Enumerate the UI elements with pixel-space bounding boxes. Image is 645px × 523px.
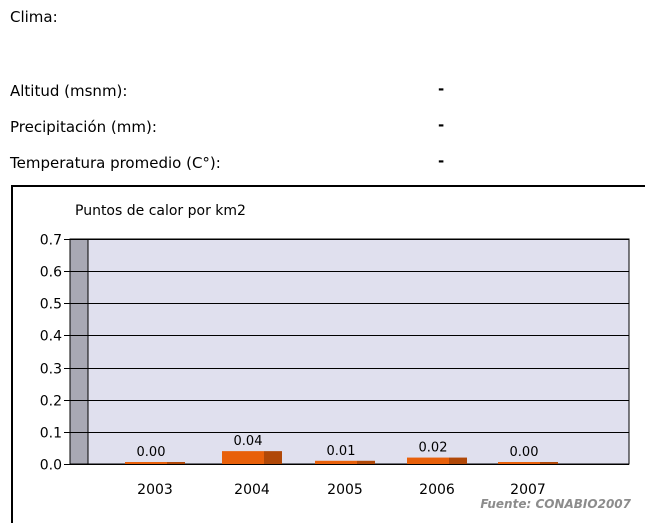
chart-title: Puntos de calor por km2 [75,203,246,219]
plot-side-wall [69,238,89,465]
bar [315,460,357,464]
bar [407,457,449,464]
bar-side [357,460,375,464]
bar [222,451,264,464]
data-label: 0.04 [234,434,263,449]
bar-side [540,462,558,464]
y-tick-label: 0.1 [40,426,62,442]
data-label: 0.01 [327,444,356,459]
bar-side [264,451,282,464]
y-tick-label: 0.6 [40,265,62,281]
bar-side [449,457,467,464]
x-tick-label: 2003 [137,482,173,498]
clima-label: Clima: [10,8,58,26]
bar-side [167,462,185,464]
chart-source: Fuente: CONABIO2007 [480,497,631,511]
chart-frame [11,185,645,523]
temperatura-value: - [438,152,445,170]
y-tick-label: 0.4 [40,329,62,345]
data-label: 0.00 [510,445,539,460]
precipitacion-label: Precipitación (mm): [10,118,157,136]
y-tick-label: 0.2 [40,394,62,410]
x-tick-label: 2005 [327,482,363,498]
altitud-value: - [438,80,445,98]
data-label: 0.02 [419,441,448,456]
y-tick-label: 0.7 [40,233,62,249]
temperatura-label: Temperatura promedio (C°): [10,154,221,172]
x-tick-label: 2006 [419,482,455,498]
y-tick-label: 0.5 [40,297,62,313]
y-tick-label: 0.3 [40,362,62,378]
data-label: 0.00 [137,445,166,460]
bar [125,462,167,464]
x-tick-label: 2004 [234,482,270,498]
plot-area [87,238,630,465]
bar [498,462,540,464]
precipitacion-value: - [438,116,445,134]
altitud-label: Altitud (msnm): [10,82,128,100]
x-tick-label: 2007 [510,482,546,498]
y-tick-label: 0.0 [40,458,62,474]
